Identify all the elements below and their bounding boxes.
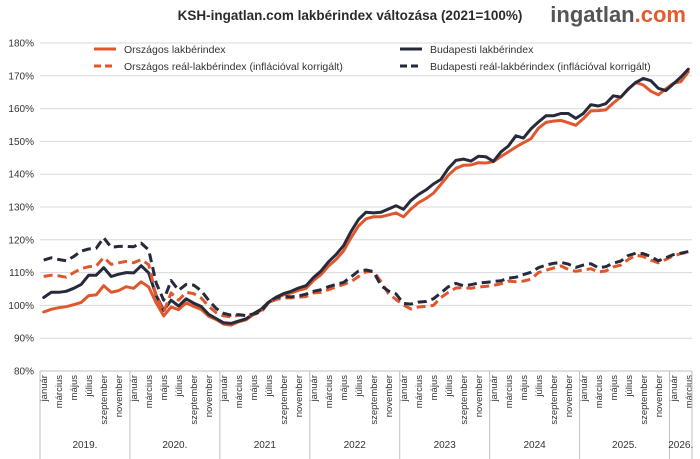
- y-tick-label: 140%: [8, 170, 34, 181]
- y-tick-label: 160%: [8, 104, 34, 115]
- series-line: [42, 70, 690, 327]
- x-month-label: március: [234, 375, 245, 409]
- series-lines: [42, 67, 690, 327]
- x-month-label: november: [564, 375, 575, 417]
- x-month-label: március: [414, 375, 425, 409]
- x-month-label: március: [144, 375, 155, 409]
- y-tick-label: 90%: [14, 334, 34, 345]
- legend-label: Budapesti lakbérindex: [430, 44, 534, 56]
- x-month-label: március: [504, 375, 515, 409]
- x-month-label: július: [624, 375, 635, 398]
- x-month-label: november: [114, 375, 125, 417]
- x-month-label: március: [54, 375, 65, 409]
- legend-label: Budapesti reál-lakbérindex (inflációval …: [430, 61, 651, 73]
- x-month-label: január: [129, 375, 140, 402]
- y-tick-label: 80%: [14, 367, 34, 378]
- logo-name: ingatlan: [550, 2, 635, 27]
- logo-tld: com: [640, 2, 686, 27]
- x-year-label: 2025.: [612, 440, 637, 451]
- series-line: [43, 236, 689, 318]
- x-month-label: május: [249, 375, 260, 401]
- x-month-label: január: [579, 375, 590, 402]
- y-tick-label: 110%: [9, 268, 34, 279]
- x-month-label: július: [444, 375, 455, 398]
- x-month-label: szeptember: [279, 375, 290, 425]
- x-month-label: július: [84, 375, 95, 398]
- x-month-label: május: [519, 375, 530, 401]
- x-month-label: május: [609, 375, 620, 401]
- x-month-label: szeptember: [99, 375, 110, 425]
- x-month-label: március: [594, 375, 605, 409]
- logo-dot: .: [634, 2, 641, 27]
- x-year-label: 2026.: [668, 440, 693, 451]
- x-month-label: július: [174, 375, 185, 398]
- x-axis: január március május július szeptember novemb…: [39, 370, 695, 459]
- chart-title: KSH-ingatlan.com lakbérindex változása (…: [177, 8, 523, 23]
- x-month-label: március: [324, 375, 335, 409]
- y-axis: 80% 90% 100% 110% 120% 130% 140% 150% 160% 170% 18…: [8, 39, 34, 378]
- x-month-label: május: [339, 375, 350, 401]
- x-month-label: november: [654, 375, 665, 417]
- x-year-label: 2020.: [162, 440, 187, 451]
- y-tick-label: 100%: [8, 301, 34, 312]
- x-month-label: szeptember: [189, 375, 200, 425]
- series-line: [43, 250, 689, 319]
- x-month-label: szeptember: [369, 375, 380, 425]
- x-month-label: szeptember: [549, 375, 560, 425]
- x-year-label: 2022: [344, 440, 367, 451]
- x-month-label: július: [354, 375, 365, 398]
- y-tick-label: 120%: [8, 235, 34, 246]
- x-month-label: november: [204, 375, 215, 417]
- series-line: [42, 67, 690, 325]
- x-month-label: november: [474, 375, 485, 417]
- ingatlan-logo: ingatlan.com: [550, 2, 686, 28]
- x-month-label: január: [219, 375, 230, 402]
- x-month-label: július: [264, 375, 275, 398]
- y-tick-label: 150%: [8, 137, 34, 148]
- x-month-label: november: [384, 375, 395, 417]
- x-month-label: szeptember: [459, 375, 470, 425]
- gridlines: [40, 42, 692, 372]
- x-year-label: 2023: [434, 440, 457, 451]
- x-month-label: május: [69, 375, 80, 401]
- x-month-label: január: [399, 375, 410, 402]
- x-month-label: május: [159, 375, 170, 401]
- x-year-label: 2019.: [72, 440, 97, 451]
- x-year-label: 2021: [254, 440, 277, 451]
- x-month-label: január: [39, 375, 50, 402]
- x-month-label: szeptember: [639, 375, 650, 425]
- y-tick-label: 180%: [8, 39, 34, 50]
- x-month-label: július: [534, 375, 545, 398]
- x-month-label: január: [489, 375, 500, 402]
- legend-label: Országos reál-lakbérindex (inflációval k…: [124, 61, 343, 73]
- x-month-label: március: [684, 375, 695, 409]
- legend-label: Országos lakbérindex: [124, 44, 226, 56]
- x-month-label: január: [669, 375, 680, 402]
- y-tick-label: 170%: [8, 71, 34, 82]
- legend: Országos lakbérindex Budapesti lakbérinde…: [94, 44, 651, 73]
- y-tick-label: 130%: [8, 203, 34, 214]
- x-month-label: május: [429, 375, 440, 401]
- x-month-label: november: [294, 375, 305, 417]
- x-month-label: január: [309, 375, 320, 402]
- x-year-label: 2024: [523, 440, 546, 451]
